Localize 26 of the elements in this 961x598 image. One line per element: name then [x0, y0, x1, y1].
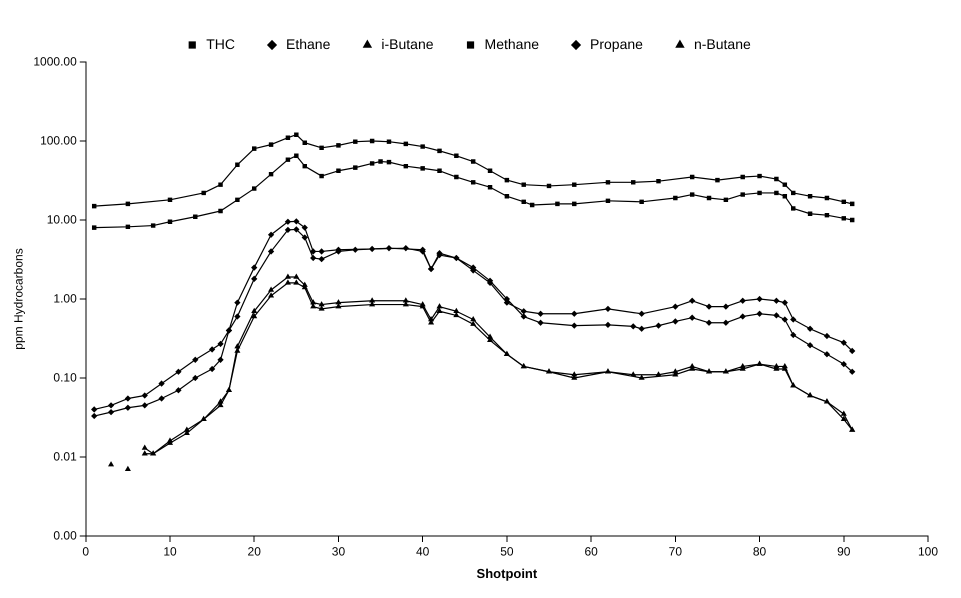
legend-label: THC: [206, 36, 236, 52]
legend-label: i-Butane: [381, 36, 434, 52]
legend-label: n-Butane: [694, 36, 751, 52]
x-tick-label: 10: [163, 544, 177, 559]
x-tick-label: 50: [500, 544, 514, 559]
x-tick-label: 20: [248, 544, 262, 559]
y-tick-label: 1000.00: [33, 54, 78, 68]
x-tick-label: 0: [82, 544, 90, 559]
x-tick-label: 100: [918, 544, 938, 559]
x-tick-label: 90: [837, 544, 851, 559]
legend-label: Propane: [590, 36, 644, 52]
y-tick-label: 0.10: [53, 370, 78, 384]
y-tick-label: 0.01: [53, 449, 78, 464]
x-tick-label: 70: [668, 544, 682, 559]
x-axis-title: Shotpoint: [476, 566, 538, 581]
y-tick-label: 1.00: [53, 291, 78, 306]
y-tick-label: 100.00: [40, 133, 78, 148]
x-tick-label: 30: [332, 544, 346, 559]
y-tick-label: 0.00: [53, 528, 78, 542]
legend-label: Ethane: [286, 36, 331, 52]
x-tick-label: 80: [752, 544, 767, 559]
y-axis-title: ppm Hydrocarbons: [12, 248, 26, 350]
legend-label: Methane: [484, 36, 540, 52]
x-tick-label: 40: [416, 544, 430, 559]
y-tick-label: 10.00: [46, 212, 78, 226]
x-tick-label: 60: [584, 544, 598, 559]
